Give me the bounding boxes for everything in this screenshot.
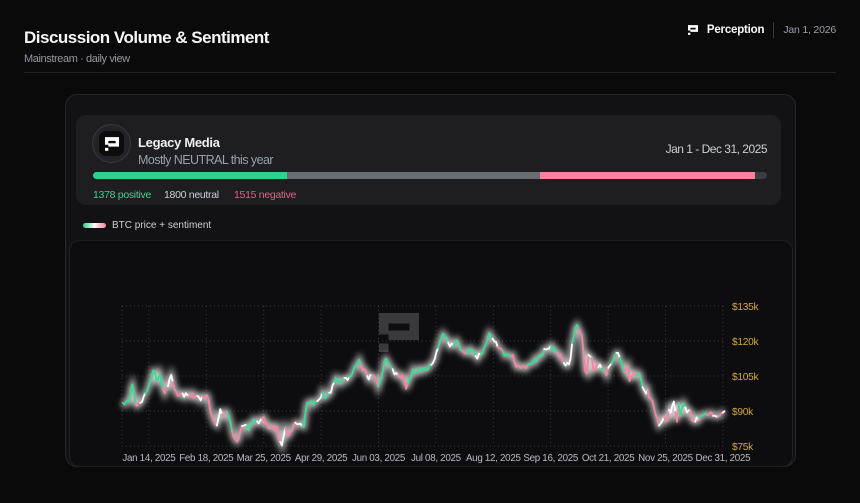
svg-text:Feb 18, 2025: Feb 18, 2025	[179, 453, 234, 464]
svg-text:$75k: $75k	[732, 442, 754, 453]
svg-text:$135k: $135k	[732, 302, 759, 313]
svg-text:Oct 21, 2025: Oct 21, 2025	[582, 453, 635, 464]
svg-text:Jun 03, 2025: Jun 03, 2025	[352, 453, 406, 464]
svg-text:Nov 25, 2025: Nov 25, 2025	[638, 453, 694, 464]
svg-text:$120k: $120k	[732, 337, 759, 348]
svg-text:Jul 08, 2025: Jul 08, 2025	[411, 453, 462, 464]
svg-text:Mar 25, 2025: Mar 25, 2025	[237, 453, 292, 464]
svg-text:Apr 29, 2025: Apr 29, 2025	[295, 453, 348, 464]
svg-text:$90k: $90k	[732, 407, 754, 418]
svg-text:Sep 16, 2025: Sep 16, 2025	[523, 453, 579, 464]
svg-text:Dec 31, 2025: Dec 31, 2025	[696, 453, 752, 464]
svg-text:Jan 14, 2025: Jan 14, 2025	[122, 453, 176, 464]
svg-text:Aug 12, 2025: Aug 12, 2025	[466, 453, 522, 464]
svg-text:$105k: $105k	[732, 372, 759, 383]
